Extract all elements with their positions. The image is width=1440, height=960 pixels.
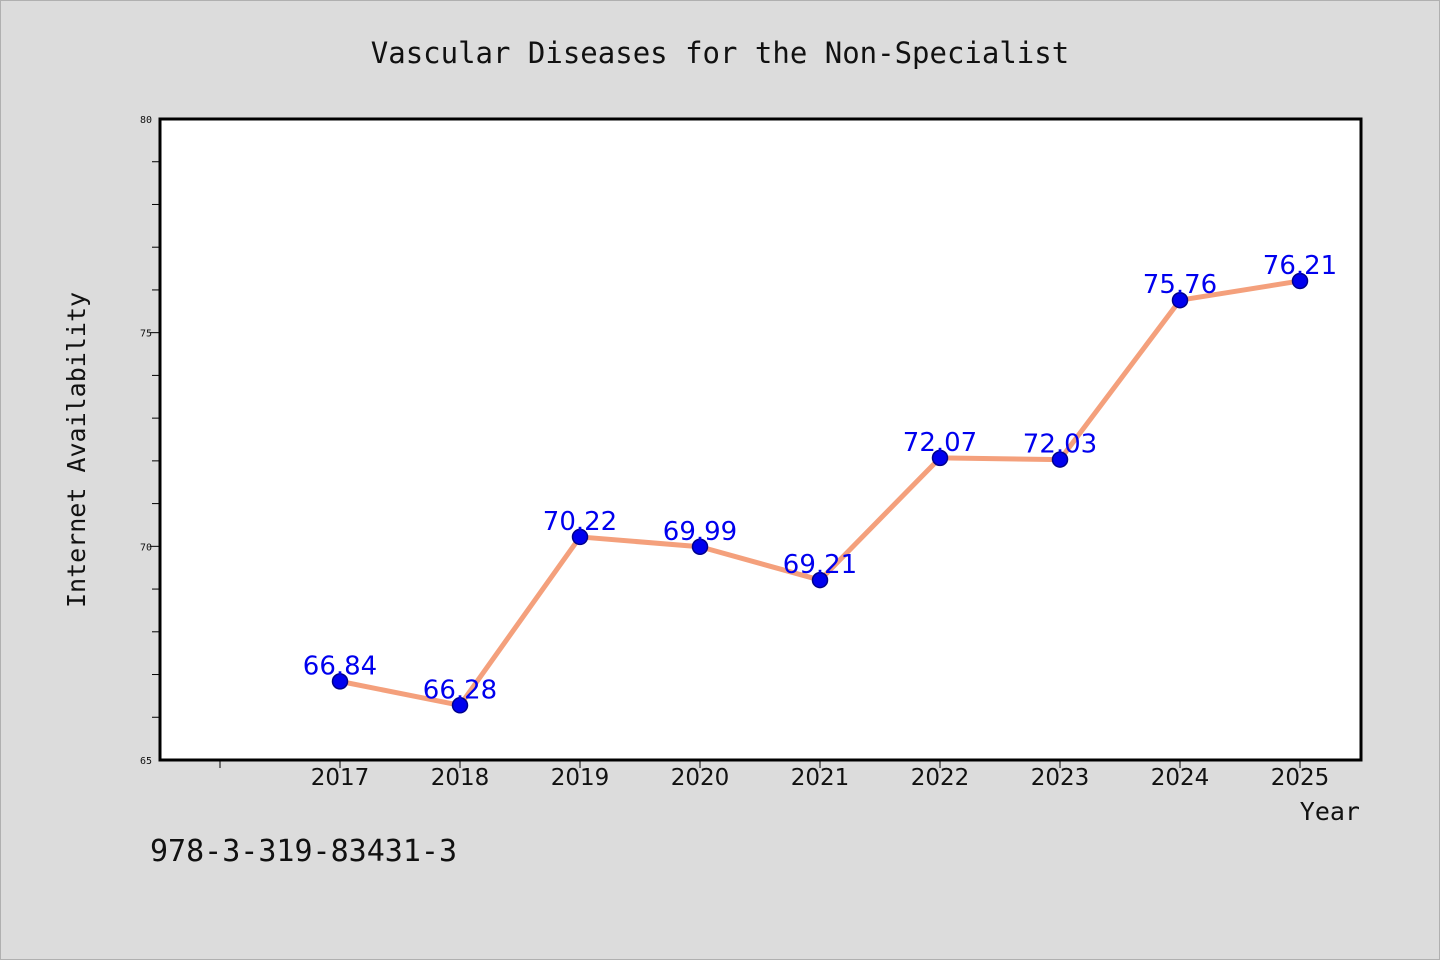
x-tick-label: 2019 (551, 765, 610, 791)
x-axis-label: Year (1300, 797, 1360, 826)
x-tick-label: 2025 (1271, 765, 1330, 791)
y-axis-label: Internet Availability (62, 292, 91, 608)
y-tick-label: 70 (140, 542, 152, 553)
data-point (811, 571, 829, 589)
data-label: 66.84 (303, 651, 377, 681)
y-tick-label: 65 (140, 756, 152, 767)
x-tick-label: 2024 (1151, 765, 1210, 791)
data-point (1171, 291, 1189, 309)
data-label: 76.21 (1263, 251, 1337, 281)
data-point (1051, 451, 1069, 468)
data-label: 69.21 (783, 550, 857, 580)
data-point (331, 673, 349, 690)
data-label: 69.99 (663, 517, 737, 547)
data-label: 72.03 (1023, 430, 1097, 460)
data-point (931, 449, 949, 467)
data-labels: 66.84 66.28 70.22 69.99 69.21 72.07 72.03 75.76… (303, 251, 1337, 705)
isbn-text: 978-3-319-83431-3 (150, 834, 458, 869)
x-axis: 2017 2018 2019 2020 2021 2022 2023 2024 2025 (219, 760, 1330, 791)
y-tick-label: 75 (140, 329, 152, 340)
y-axis: 65 70 75 80 (140, 115, 160, 767)
data-point (1291, 272, 1309, 290)
x-tick-label: 2017 (311, 765, 370, 791)
x-tick-label: 2022 (911, 765, 970, 791)
data-point (451, 697, 469, 714)
data-label: 66.28 (423, 675, 497, 705)
data-point (691, 538, 709, 556)
data-label: 75.76 (1143, 270, 1217, 300)
data-point (571, 528, 589, 546)
x-tick-label: 2018 (431, 765, 490, 791)
x-tick-label: 2023 (1031, 765, 1090, 791)
plot-area (158, 117, 1363, 762)
data-label: 72.07 (903, 428, 977, 458)
chart-title: Vascular Diseases for the Non-Specialist (371, 36, 1069, 70)
y-tick-label: 80 (140, 115, 152, 126)
series-markers (331, 272, 1309, 714)
x-tick-label: 2020 (671, 765, 730, 791)
data-label: 70.22 (543, 507, 617, 537)
x-tick-label: 2021 (791, 765, 850, 791)
